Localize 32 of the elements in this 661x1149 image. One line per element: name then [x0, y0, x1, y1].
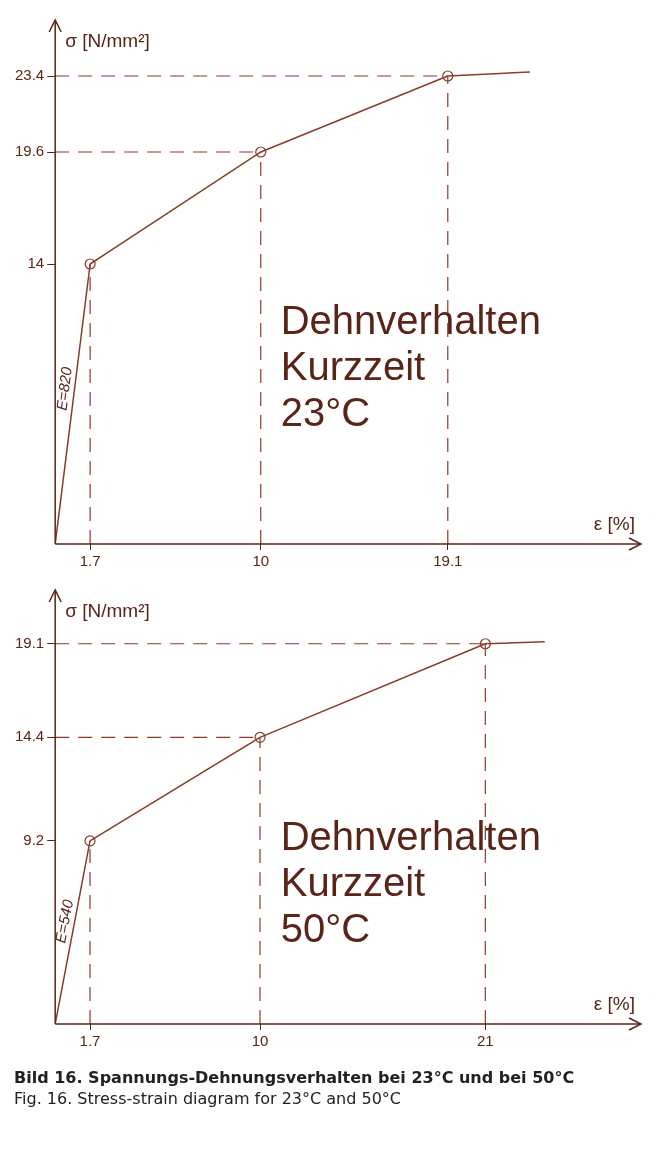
point: [479, 638, 491, 650]
point: [442, 70, 454, 82]
x-tick-label: 19.1: [433, 552, 463, 570]
annotation: Dehnverhalten: [280, 298, 541, 343]
x-tick-label: 21: [476, 1032, 494, 1050]
point: [254, 731, 266, 743]
y-tick-label: 14.4: [14, 727, 45, 745]
point: [84, 835, 96, 847]
y-tick-label: 9.2: [23, 830, 45, 848]
x-tick-label: 10: [252, 552, 270, 570]
annotation: E=820: [52, 365, 75, 412]
x-tick-label: 1.7: [79, 1032, 101, 1050]
annotation: E=540: [51, 897, 77, 945]
annotation: 50°C: [280, 906, 371, 951]
y-tick-label: 23.4: [14, 66, 45, 84]
y-tick-label: 19.1: [14, 633, 45, 651]
y-tick-label: 14: [27, 254, 45, 272]
x-axis-title: ε [%]: [593, 512, 635, 534]
caption: Fig. 16. Stress-strain diagram for 23°C and 50°C: [14, 1089, 402, 1108]
y-axis-title: σ [N/mm²]: [65, 30, 150, 52]
y-axis-title: σ [N/mm²]: [65, 600, 150, 622]
x-tick-label: 10: [251, 1032, 269, 1050]
annotation: Dehnverhalten: [280, 814, 541, 859]
y-tick-label: 19.6: [14, 142, 45, 160]
annotation: Kurzzeit: [280, 344, 426, 389]
annotation: Kurzzeit: [280, 860, 426, 905]
text: Bild 16. Spannungs-Dehnungsverhalten bei 23°C und bei 50°C: [14, 1068, 576, 1087]
annotation: 23°C: [280, 390, 371, 435]
x-axis-title: ε [%]: [593, 992, 635, 1014]
x-tick-label: 1.7: [79, 552, 101, 570]
point: [84, 258, 96, 270]
point: [255, 146, 267, 158]
